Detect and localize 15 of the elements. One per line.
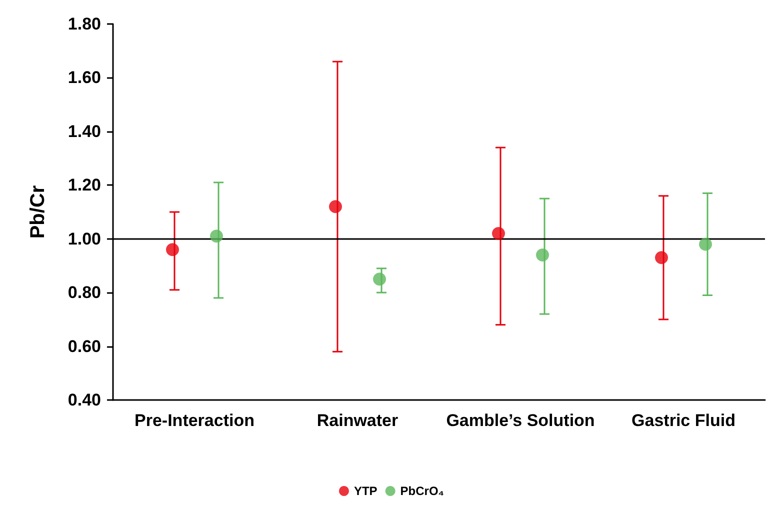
y-tick-label: 0.60 xyxy=(68,336,101,356)
y-tick-label: 1.60 xyxy=(68,68,101,88)
y-tick-label: 0.80 xyxy=(68,283,101,302)
legend-label: YTP xyxy=(354,484,378,498)
y-axis-title: Pb/Cr xyxy=(27,185,49,239)
y-tick-label: 1.00 xyxy=(68,229,101,248)
y-tick-label: 1.20 xyxy=(68,176,101,195)
y-tick-label: 1.40 xyxy=(68,122,101,141)
y-tick-label: 0.40 xyxy=(68,390,101,410)
legend-label: PbCrO₄ xyxy=(400,484,444,498)
y-tick-label: 1.80 xyxy=(68,14,101,34)
x-tick-label: Rainwater xyxy=(316,411,399,430)
x-tick-label: Pre-Interaction xyxy=(134,411,254,430)
x-tick-label: Gamble’s Solution xyxy=(446,411,595,430)
x-tick-label: Gastric Fluid xyxy=(632,411,736,430)
